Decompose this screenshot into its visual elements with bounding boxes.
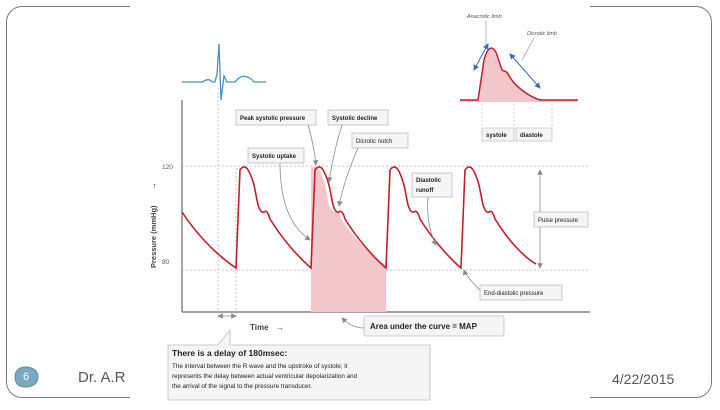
callout-peak-systolic: Peak systolic pressure — [240, 116, 306, 122]
inset-dicrotic-label: Dicrotic limb — [527, 31, 557, 37]
callout-box-map — [363, 315, 505, 337]
x-axis-arrow: → — [276, 323, 284, 332]
arrow-systolic-decline — [326, 124, 343, 183]
delay-note-line2: represents the delay between actual vent… — [172, 373, 358, 380]
inset-systole-label: systole — [486, 133, 507, 139]
callout-diastolic-runoff-line1: Diastolic — [416, 178, 442, 184]
callout-dicrotic-notch: Dicrotic notch — [356, 139, 392, 145]
dicrotic-limb-arrow — [509, 53, 541, 89]
map-shaded-area — [311, 166, 386, 312]
slide-number-badge: 6 — [11, 365, 41, 389]
y-tick-80: 80 — [162, 259, 170, 266]
delay-note-box — [167, 328, 431, 401]
waveform-diagram: 120 80 Pressure (mmHg) → Time → Peak sys… — [149, 14, 590, 401]
callout-end-diastolic: End-diastolic pressure — [484, 291, 544, 297]
dicrotic-pointer — [521, 37, 535, 61]
inset-fill — [460, 48, 578, 102]
callout-box-peak-systolic — [235, 109, 317, 126]
arrow-dicrotic-notch — [337, 147, 359, 207]
slide-number-shape — [14, 366, 39, 388]
inset-waveform — [460, 47, 578, 101]
y-axis-arrow: → — [149, 182, 158, 190]
arrow-map — [341, 317, 365, 329]
footer-author: Dr. A.R — [78, 369, 126, 386]
callout-diastolic-runoff-line2: runoff — [416, 188, 434, 194]
arrow-peak-systolic — [307, 124, 319, 166]
arterial-waveform — [181, 166, 537, 270]
callout-pulse-pressure: Pulse pressure — [538, 218, 579, 224]
y-tick-120: 120 — [162, 164, 173, 171]
delay-note-line3: the arrival of the signal to the pressur… — [172, 383, 312, 390]
delay-note-line1: The interval between the R wave and the … — [172, 363, 348, 370]
callout-box-systolic-uptake — [247, 147, 305, 164]
callout-box-diastolic-runoff — [411, 172, 453, 198]
anacrotic-limb-arrow — [473, 43, 489, 71]
callout-systolic-uptake: Systolic uptake — [252, 154, 297, 160]
callout-systolic-decline: Systolic decline — [332, 116, 378, 122]
ecg-trace — [182, 43, 266, 101]
callout-box-dicrotic-notch — [351, 132, 409, 149]
arrow-diastolic-runoff — [427, 196, 437, 246]
callout-map: Area under the curve = MAP — [370, 322, 478, 331]
inset-diastole-label: diastole — [520, 133, 543, 139]
inset-systole-box — [481, 127, 515, 142]
inset-anacrotic-label: Anacrotic limb — [466, 14, 502, 20]
callout-box-end-diastolic — [479, 284, 563, 301]
delay-note-title: There is a delay of 180msec: — [172, 348, 287, 358]
y-axis-label: Pressure (mmHg) — [149, 205, 158, 268]
inset-diastole-box — [515, 127, 553, 142]
x-axis-label: Time — [250, 323, 269, 332]
arrow-end-diastolic — [462, 269, 481, 291]
footer-date: 4/22/2015 — [612, 371, 675, 387]
callout-box-systolic-decline — [327, 109, 389, 126]
callout-box-pulse-pressure — [533, 211, 589, 228]
arterial-waveform-figure: 120 80 Pressure (mmHg) → Time → Peak sys… — [130, 0, 590, 405]
arrow-systolic-uptake — [279, 162, 311, 241]
slide-number: 6 — [22, 371, 30, 383]
